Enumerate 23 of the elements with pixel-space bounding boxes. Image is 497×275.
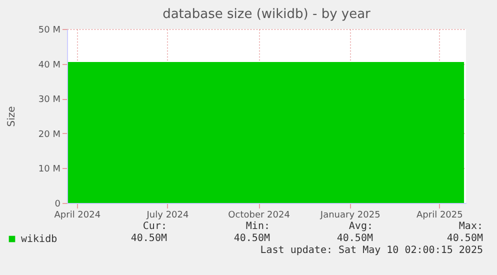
y-tick-label: 40 M xyxy=(38,60,60,70)
y-tick-label: 0 xyxy=(54,200,61,210)
text: Max: xyxy=(458,221,483,232)
x-tick-label: April 2025 xyxy=(416,210,463,220)
y-tick-label: 50 M xyxy=(38,26,60,36)
text: Avg: xyxy=(348,221,373,232)
text: 40.50M xyxy=(130,233,167,244)
text: Min: xyxy=(246,221,270,232)
text: 40.50M xyxy=(234,233,270,244)
text: Cur: xyxy=(142,221,167,232)
y-tick-label: 30 M xyxy=(38,95,60,106)
legend-label: wikidb xyxy=(21,234,58,245)
x-tick-label: April 2024 xyxy=(54,210,101,220)
x-tick-label: July 2024 xyxy=(146,210,189,220)
y-axis-title: Size xyxy=(6,106,18,127)
chart-title: database size (wikidb) - by year xyxy=(162,7,372,22)
text: 40.50M xyxy=(336,233,373,244)
text: 40.50M xyxy=(446,233,483,244)
text: Last update: Sat May 10 02:00:15 2025 xyxy=(260,245,483,256)
y-tick-label: 20 M xyxy=(38,130,60,140)
x-tick-label: October 2024 xyxy=(228,210,290,220)
y-tick-label: 10 M xyxy=(38,164,60,175)
x-tick-label: January 2025 xyxy=(319,210,380,220)
